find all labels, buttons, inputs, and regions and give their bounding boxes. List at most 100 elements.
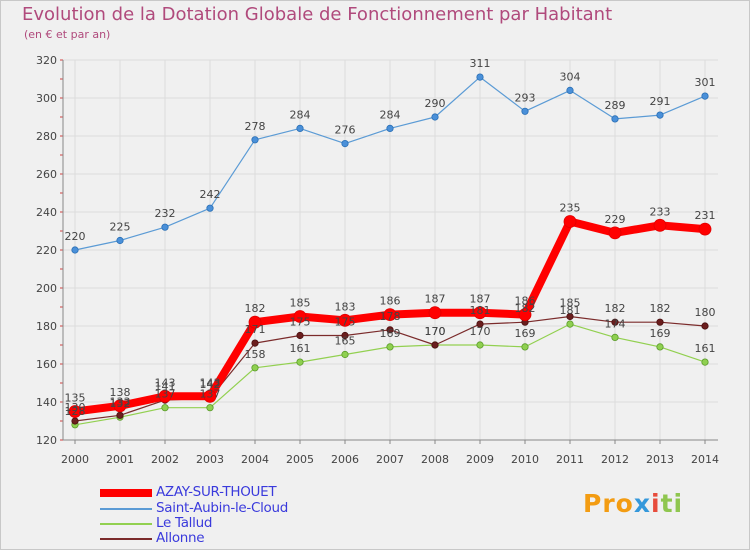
- data-label-allonne: 181: [470, 304, 491, 317]
- logo-letter: r: [602, 489, 616, 518]
- data-label-allonne: 130: [65, 401, 86, 414]
- point-saint-aubin: [656, 111, 664, 119]
- point-saint-aubin: [71, 246, 79, 254]
- point-le-tallud: [206, 404, 214, 412]
- data-label-azay: 233: [650, 205, 671, 218]
- point-azay: [158, 389, 172, 403]
- proxiti-logo: Proxiti: [583, 489, 683, 518]
- y-tick-label: 160: [36, 358, 57, 371]
- point-azay: [698, 222, 712, 236]
- legend-swatch-azay: [100, 489, 152, 497]
- logo-letter: o: [615, 489, 634, 518]
- point-saint-aubin: [386, 124, 394, 132]
- point-allonne: [656, 318, 664, 326]
- data-label-saint-aubin: 301: [695, 76, 716, 89]
- point-saint-aubin: [431, 113, 439, 121]
- x-tick-label: 2014: [691, 453, 719, 466]
- point-saint-aubin: [611, 115, 619, 123]
- point-allonne: [296, 331, 304, 340]
- data-label-azay: 187: [470, 293, 491, 306]
- point-azay: [338, 313, 352, 327]
- data-label-azay: 135: [65, 392, 86, 405]
- point-le-tallud: [251, 364, 259, 372]
- logo-letter: P: [583, 489, 603, 518]
- point-allonne: [251, 339, 259, 347]
- data-label-le-tallud: 137: [200, 388, 221, 401]
- point-azay: [518, 308, 532, 322]
- point-allonne: [476, 320, 484, 328]
- point-azay: [293, 310, 307, 323]
- data-label-allonne: 182: [605, 302, 626, 315]
- y-tick-label: 180: [36, 320, 57, 333]
- legend-label-azay: AZAY-SUR-THOUET: [156, 484, 277, 500]
- y-tick-label: 220: [36, 244, 57, 257]
- data-label-le-tallud: 169: [650, 327, 671, 340]
- data-label-azay: 187: [425, 293, 446, 306]
- x-tick-label: 2005: [286, 453, 314, 466]
- x-tick-label: 2011: [556, 453, 584, 466]
- data-label-azay: 143: [155, 376, 176, 389]
- data-label-allonne: 170: [425, 325, 446, 338]
- point-allonne: [341, 331, 349, 340]
- data-label-azay: 143: [200, 376, 221, 389]
- data-label-le-tallud: 170: [425, 325, 446, 338]
- x-tick-label: 2003: [196, 453, 224, 466]
- data-label-allonne: 182: [650, 302, 671, 315]
- point-le-tallud: [386, 343, 394, 351]
- point-azay: [428, 306, 442, 320]
- data-label-allonne: 180: [695, 306, 716, 319]
- data-label-allonne: 175: [290, 316, 311, 329]
- y-tick-label: 300: [36, 92, 57, 105]
- point-saint-aubin: [476, 73, 484, 81]
- point-allonne: [116, 411, 124, 419]
- point-le-tallud: [566, 320, 574, 328]
- data-label-azay: 235: [560, 202, 581, 215]
- data-label-saint-aubin: 311: [470, 57, 491, 70]
- point-azay: [248, 315, 262, 329]
- point-le-tallud: [341, 350, 349, 359]
- data-label-azay: 185: [290, 297, 311, 310]
- legend-swatch-saint-aubin: [100, 508, 152, 510]
- data-label-saint-aubin: 225: [110, 221, 131, 234]
- data-label-le-tallud: 161: [695, 342, 716, 355]
- data-label-saint-aubin: 232: [155, 207, 176, 220]
- data-label-azay: 182: [245, 302, 266, 315]
- point-allonne: [566, 312, 574, 321]
- logo-letter: i: [651, 489, 661, 518]
- chart-subtitle: (en € et par an): [24, 28, 111, 41]
- point-le-tallud: [611, 333, 619, 341]
- point-saint-aubin: [521, 107, 529, 115]
- point-allonne: [386, 326, 394, 334]
- point-saint-aubin: [296, 124, 304, 132]
- point-allonne: [701, 322, 709, 330]
- data-label-le-tallud: 132: [110, 397, 131, 410]
- data-label-le-tallud: 169: [515, 327, 536, 340]
- data-label-le-tallud: 174: [605, 317, 626, 330]
- data-label-saint-aubin: 242: [200, 188, 221, 201]
- legend-label-le-tallud: Le Tallud: [156, 515, 213, 531]
- data-label-le-tallud: 169: [380, 327, 401, 340]
- data-label-le-tallud: 181: [560, 304, 581, 317]
- data-label-saint-aubin: 278: [245, 120, 266, 133]
- x-tick-label: 2002: [151, 453, 179, 466]
- x-tick-label: 2000: [61, 453, 89, 466]
- point-azay: [608, 226, 622, 240]
- data-label-allonne: 133: [110, 395, 131, 408]
- x-tick-label: 2006: [331, 453, 359, 466]
- x-tick-label: 2004: [241, 453, 269, 466]
- x-tick-label: 2007: [376, 453, 404, 466]
- point-allonne: [611, 318, 619, 326]
- point-le-tallud: [161, 404, 169, 412]
- y-tick-label: 120: [36, 434, 57, 447]
- data-label-saint-aubin: 276: [335, 124, 356, 137]
- x-tick-label: 2012: [601, 453, 629, 466]
- point-saint-aubin: [701, 92, 709, 100]
- legend-swatch-allonne: [100, 538, 152, 540]
- legend-label-allonne: Allonne: [156, 530, 205, 546]
- point-azay: [563, 215, 577, 228]
- point-allonne: [71, 417, 79, 425]
- data-label-le-tallud: 128: [65, 405, 86, 418]
- point-le-tallud: [476, 341, 484, 349]
- x-tick-label: 2010: [511, 453, 539, 466]
